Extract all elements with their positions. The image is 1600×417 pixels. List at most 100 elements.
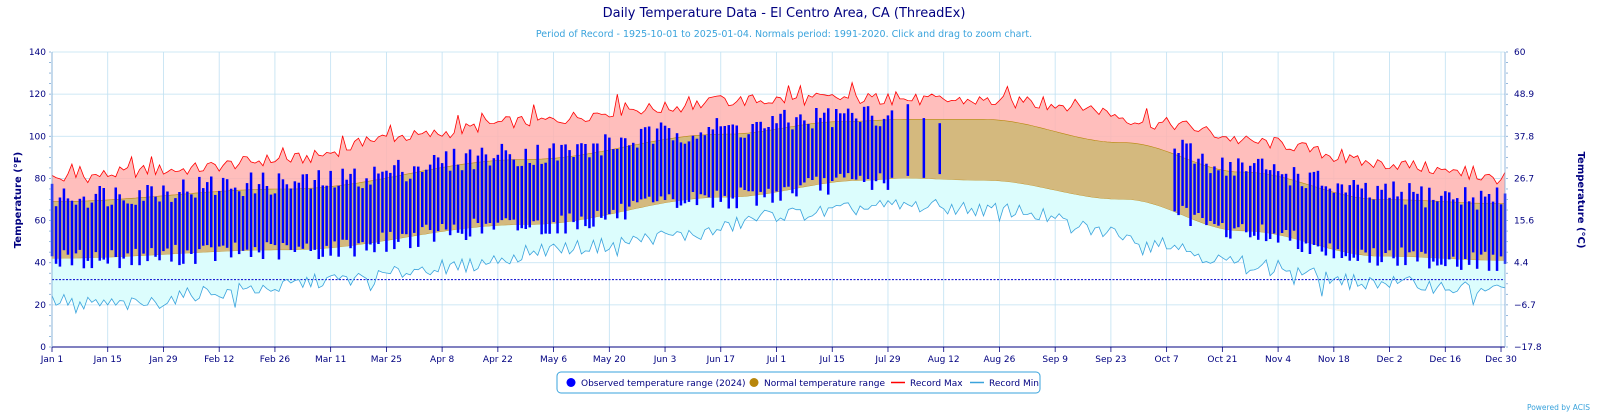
observed-bar <box>508 154 512 221</box>
observed-bar <box>731 124 734 199</box>
observed-bar <box>516 166 519 231</box>
observed-bar <box>1448 192 1451 260</box>
observed-range-bars[interactable] <box>50 104 1507 271</box>
observed-bar <box>369 184 372 245</box>
y-tick-label-left: 100 <box>29 132 46 142</box>
observed-bar <box>1264 169 1268 242</box>
legend-item-normal[interactable]: Normal temperature range <box>749 378 886 389</box>
observed-bar <box>1400 191 1403 248</box>
observed-bar <box>373 166 376 253</box>
credit-link[interactable]: Powered by ACIS <box>1527 403 1590 412</box>
observed-bar <box>225 179 229 248</box>
observed-bar <box>1257 158 1260 240</box>
observed-bar <box>1428 187 1431 269</box>
observed-bar <box>162 185 165 252</box>
observed-bar <box>628 145 631 207</box>
observed-bar <box>747 134 750 192</box>
observed-bar <box>858 121 862 176</box>
x-tick-label: Dec 16 <box>1429 355 1461 365</box>
observed-bar <box>874 125 878 182</box>
observed-bar <box>1404 204 1407 266</box>
observed-bar <box>178 192 181 266</box>
observed-bar <box>1412 191 1415 252</box>
observed-bar <box>1344 192 1347 257</box>
observed-bar <box>723 126 726 196</box>
observed-bar <box>612 149 615 210</box>
observed-bar <box>329 170 332 256</box>
observed-bar <box>353 168 356 257</box>
observed-bar <box>846 108 850 174</box>
observed-bar <box>1221 157 1224 223</box>
observed-bar <box>1336 183 1340 250</box>
record-lines <box>51 81 1506 315</box>
observed-bar <box>1491 201 1495 255</box>
observed-bar <box>472 169 476 219</box>
observed-bar <box>186 191 189 251</box>
observed-bar <box>221 177 225 246</box>
observed-bar <box>98 186 101 261</box>
y-tick-label-right: −6.7 <box>1514 301 1536 311</box>
observed-bar <box>1352 180 1355 258</box>
legend-item-record-min[interactable]: Record Min <box>970 379 1039 389</box>
observed-bar <box>70 200 74 266</box>
observed-bar <box>520 165 523 229</box>
x-tick-label: Mar 25 <box>371 355 402 365</box>
legend-item-record-max[interactable]: Record Max <box>891 379 963 389</box>
observed-bar <box>791 129 794 194</box>
observed-bar <box>878 126 882 174</box>
y-tick-label-right: 15.6 <box>1514 217 1534 227</box>
y-tick-label-left: 140 <box>29 48 46 58</box>
observed-bar <box>556 160 559 234</box>
observed-bar <box>604 134 607 220</box>
observed-bar <box>1388 197 1391 251</box>
observed-bar <box>337 185 340 257</box>
observed-bar <box>831 127 834 181</box>
observed-bar <box>815 108 818 177</box>
x-tick-label: Sep 23 <box>1095 355 1126 365</box>
observed-bar <box>639 128 643 200</box>
observed-bar <box>1340 184 1344 258</box>
observed-bar <box>1460 204 1463 270</box>
observed-bar <box>413 166 416 233</box>
observed-bar <box>1432 199 1435 262</box>
observed-bar <box>743 137 746 190</box>
observed-bar <box>512 159 515 220</box>
observed-bar <box>850 112 854 180</box>
observed-bar <box>691 135 695 192</box>
observed-bar <box>1475 209 1479 269</box>
observed-bar <box>309 188 312 251</box>
observed-bar <box>94 193 98 253</box>
observed-bar <box>775 123 778 192</box>
observed-bar <box>436 157 440 232</box>
observed-bar <box>807 123 810 179</box>
observed-bar <box>464 153 468 240</box>
observed-bar <box>150 186 153 249</box>
y-axis-title-right: Temperature (°C) <box>1575 152 1586 249</box>
observed-bar <box>158 201 161 261</box>
legend-box <box>556 371 1041 394</box>
observed-bar <box>1193 163 1196 215</box>
observed-bar <box>862 106 866 182</box>
legend-item-observed[interactable]: Observed temperature range (2024) <box>566 378 746 389</box>
observed-bar <box>301 174 305 249</box>
observed-bar <box>432 155 436 242</box>
observed-bar <box>345 179 348 240</box>
x-tick-label: Jul 1 <box>766 355 786 365</box>
x-tick-label: Mar 11 <box>315 355 346 365</box>
observed-bar <box>795 117 798 197</box>
observed-bar <box>1332 192 1336 259</box>
observed-bar <box>273 193 277 246</box>
x-tick-label: Oct 21 <box>1207 355 1237 365</box>
observed-bar <box>839 113 842 174</box>
observed-bar <box>1217 170 1220 226</box>
observed-bar <box>357 186 360 244</box>
record-min-band <box>52 178 1505 313</box>
y-tick-label-left: 40 <box>35 259 47 269</box>
x-tick-label: Jul 15 <box>819 355 845 365</box>
observed-bar <box>568 150 571 214</box>
observed-bar <box>476 155 480 223</box>
observed-bar <box>1308 172 1312 254</box>
y-tick-label-right: 60 <box>1514 48 1526 58</box>
observed-bar <box>317 170 320 260</box>
